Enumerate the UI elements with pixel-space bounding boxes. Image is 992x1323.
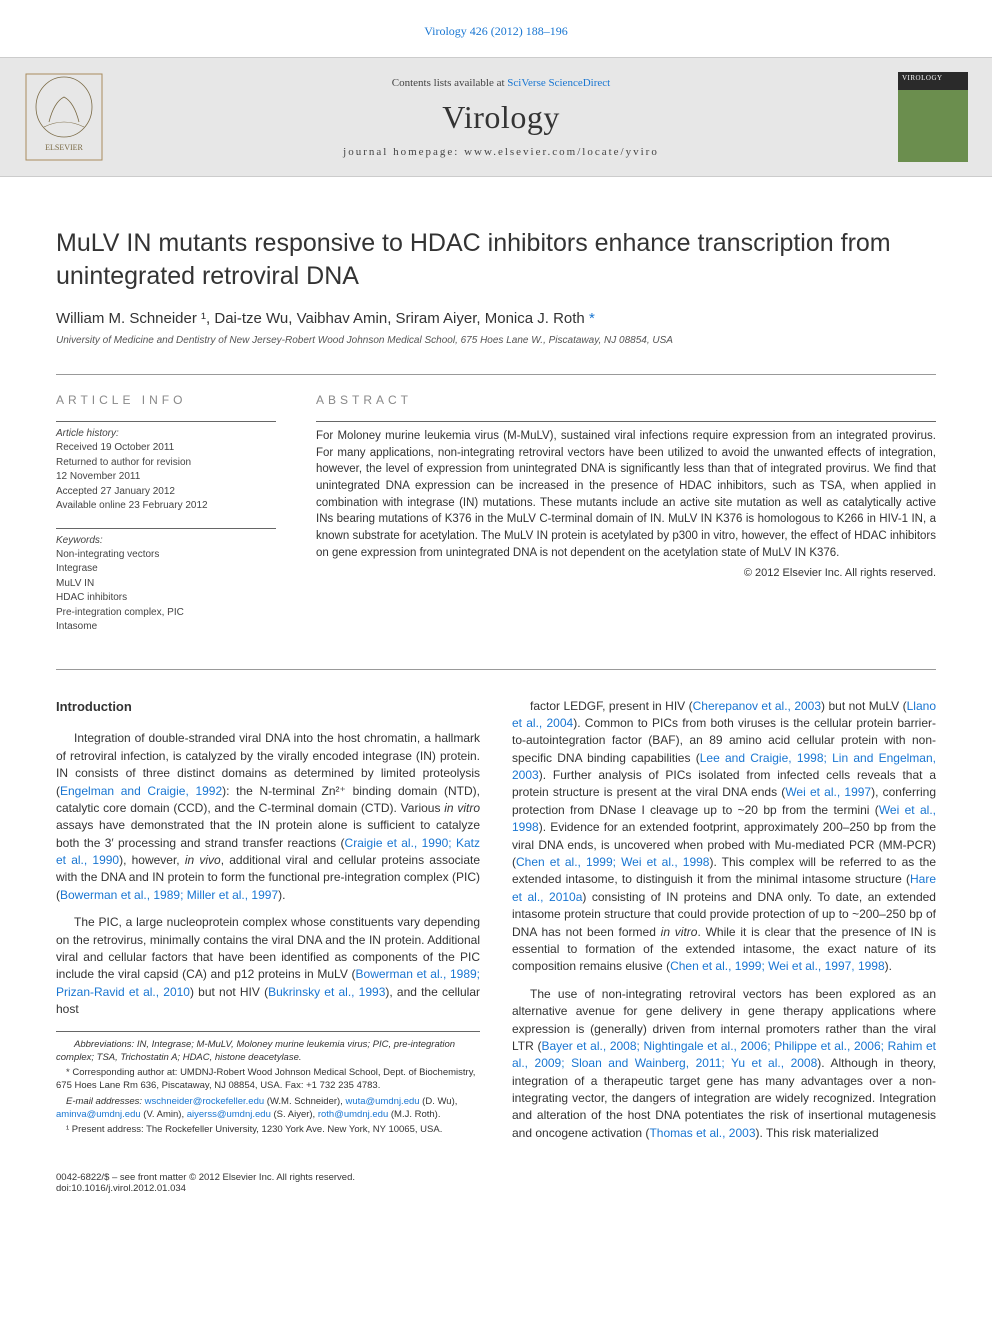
history-block: Article history: Received 19 October 201… (56, 421, 276, 514)
footnotes: Abbreviations: IN, Integrase; M-MuLV, Mo… (56, 1031, 480, 1137)
citation-link[interactable]: Virology 426 (2012) 188–196 (424, 24, 568, 38)
article-title: MuLV IN mutants responsive to HDAC inhib… (56, 227, 936, 292)
history-label: Article history: (56, 428, 276, 439)
abstract-heading: ABSTRACT (316, 393, 936, 407)
abbreviations-note: Abbreviations: IN, Integrase; M-MuLV, Mo… (56, 1038, 480, 1065)
body-paragraph: factor LEDGF, present in HIV (Cherepanov… (512, 698, 936, 976)
body-paragraph: The PIC, a large nucleoprotein complex w… (56, 914, 480, 1018)
abstract-text: For Moloney murine leukemia virus (M-MuL… (316, 421, 936, 561)
body-columns: Introduction Integration of double-stran… (56, 669, 936, 1153)
history-item: Received 19 October 2011 (56, 441, 276, 456)
corresponding-asterisk[interactable]: * (589, 310, 595, 327)
journal-name: Virology (104, 99, 898, 136)
abstract-col: ABSTRACT For Moloney murine leukemia vir… (316, 393, 936, 649)
history-item: Accepted 27 January 2012 (56, 485, 276, 500)
footer: 0042-6822/$ – see front matter © 2012 El… (0, 1172, 992, 1214)
introduction-heading: Introduction (56, 698, 480, 717)
right-column: factor LEDGF, present in HIV (Cherepanov… (512, 698, 936, 1153)
banner-center: Contents lists available at SciVerse Sci… (104, 77, 898, 158)
body-paragraph: Integration of double-stranded viral DNA… (56, 730, 480, 904)
contents-line: Contents lists available at SciVerse Sci… (104, 77, 898, 89)
journal-banner: ELSEVIER Contents lists available at Sci… (0, 57, 992, 177)
corresponding-note: * Corresponding author at: UMDNJ-Robert … (56, 1066, 480, 1093)
top-citation: Virology 426 (2012) 188–196 (0, 0, 992, 57)
cover-title: VIROLOGY (898, 72, 968, 84)
present-address-note: ¹ Present address: The Rockefeller Unive… (56, 1123, 480, 1136)
author-list: William M. Schneider ¹, Dai-tze Wu, Vaib… (56, 310, 936, 327)
history-item: 12 November 2011 (56, 470, 276, 485)
keyword-item: Non-integrating vectors (56, 548, 276, 563)
keyword-item: Pre-integration complex, PIC (56, 606, 276, 621)
doi-line: doi:10.1016/j.virol.2012.01.034 (56, 1183, 936, 1194)
keyword-item: HDAC inhibitors (56, 591, 276, 606)
emails-note: E-mail addresses: wschneider@rockefeller… (56, 1095, 480, 1122)
article-info-col: ARTICLE INFO Article history: Received 1… (56, 393, 276, 649)
journal-homepage: journal homepage: www.elsevier.com/locat… (104, 146, 898, 158)
left-column: Introduction Integration of double-stran… (56, 698, 480, 1153)
scidirect-link[interactable]: SciVerse ScienceDirect (507, 77, 610, 89)
keywords-label: Keywords: (56, 535, 276, 546)
journal-cover-thumb: VIROLOGY (898, 72, 968, 162)
history-item: Returned to author for revision (56, 456, 276, 471)
article-info-heading: ARTICLE INFO (56, 393, 276, 407)
keyword-item: Integrase (56, 562, 276, 577)
affiliation: University of Medicine and Dentistry of … (56, 335, 936, 346)
history-item: Available online 23 February 2012 (56, 499, 276, 514)
front-matter-line: 0042-6822/$ – see front matter © 2012 El… (56, 1172, 936, 1183)
svg-text:ELSEVIER: ELSEVIER (45, 143, 83, 152)
keywords-block: Keywords: Non-integrating vectorsIntegra… (56, 528, 276, 635)
keyword-item: Intasome (56, 620, 276, 635)
body-paragraph: The use of non-integrating retroviral ve… (512, 986, 936, 1143)
keyword-item: MuLV IN (56, 577, 276, 592)
abstract-copyright: © 2012 Elsevier Inc. All rights reserved… (316, 567, 936, 579)
elsevier-logo: ELSEVIER (24, 72, 104, 162)
